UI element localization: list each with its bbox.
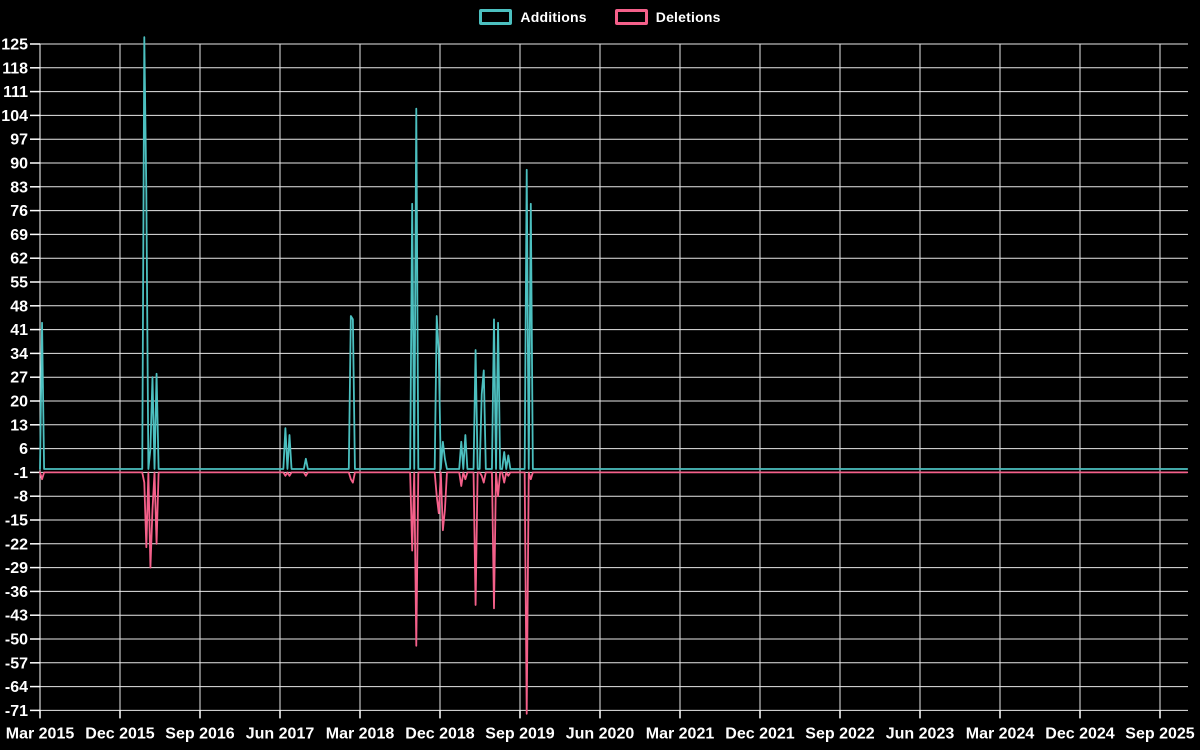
y-tick-label: 69	[10, 227, 28, 244]
x-tick-label: Sep 2025	[1125, 725, 1194, 742]
x-tick-label: Sep 2019	[485, 725, 554, 742]
series-line-deletions[interactable]	[39, 471, 1189, 715]
y-tick-label: 27	[10, 370, 28, 387]
y-tick-label: 76	[10, 203, 28, 220]
y-tick-label: -43	[5, 608, 28, 625]
y-tick-label: 90	[10, 156, 28, 173]
y-tick-label: 48	[10, 298, 28, 315]
x-tick-label: Dec 2021	[725, 725, 794, 742]
legend-label-deletions: Deletions	[655, 9, 721, 25]
y-tick-label: -50	[5, 632, 28, 649]
y-tick-label: -29	[5, 560, 28, 577]
y-tick-label: 62	[10, 251, 28, 268]
x-tick-label: Mar 2018	[326, 725, 395, 742]
y-tick-label: -71	[5, 703, 28, 720]
y-tick-label: -8	[14, 489, 28, 506]
y-tick-label: 125	[1, 37, 28, 54]
y-tick-label: -64	[5, 679, 28, 696]
y-tick-label: 34	[10, 346, 28, 363]
y-tick-label: -22	[5, 536, 28, 553]
legend-swatch-additions-icon	[479, 9, 513, 25]
y-tick-label: 97	[10, 132, 28, 149]
y-tick-label: 6	[19, 441, 28, 458]
y-tick-label: 55	[10, 275, 28, 292]
legend-item-deletions[interactable]: Deletions	[614, 9, 721, 25]
x-tick-label: Jun 2020	[566, 725, 635, 742]
x-tick-label: Dec 2024	[1045, 725, 1114, 742]
y-tick-label: 83	[10, 179, 28, 196]
y-tick-label: 118	[2, 60, 28, 77]
legend-swatch-deletions-icon	[614, 9, 648, 25]
y-tick-label: 20	[10, 394, 28, 411]
x-tick-label: Mar 2015	[6, 725, 75, 742]
x-tick-label: Sep 2016	[165, 725, 234, 742]
y-tick-label: -15	[5, 513, 28, 530]
x-tick-label: Dec 2015	[85, 725, 154, 742]
chart-legend: Additions Deletions	[0, 6, 1200, 28]
x-tick-label: Mar 2024	[966, 725, 1035, 742]
y-tick-label: -57	[5, 655, 28, 672]
x-tick-label: Sep 2022	[805, 725, 874, 742]
x-tick-label: Mar 2021	[646, 725, 715, 742]
x-tick-label: Jun 2023	[886, 725, 955, 742]
y-tick-label: 111	[3, 84, 28, 101]
legend-label-additions: Additions	[520, 9, 587, 25]
y-tick-label: 104	[1, 108, 28, 125]
x-tick-label: Jun 2017	[246, 725, 315, 742]
x-tick-label: Dec 2018	[405, 725, 474, 742]
y-tick-label: 13	[10, 417, 28, 434]
legend-item-additions[interactable]: Additions	[479, 9, 587, 25]
y-tick-label: 41	[10, 322, 28, 339]
y-tick-label: -36	[5, 584, 28, 601]
y-tick-label: -1	[14, 465, 28, 482]
series-line-additions[interactable]	[39, 36, 1189, 470]
